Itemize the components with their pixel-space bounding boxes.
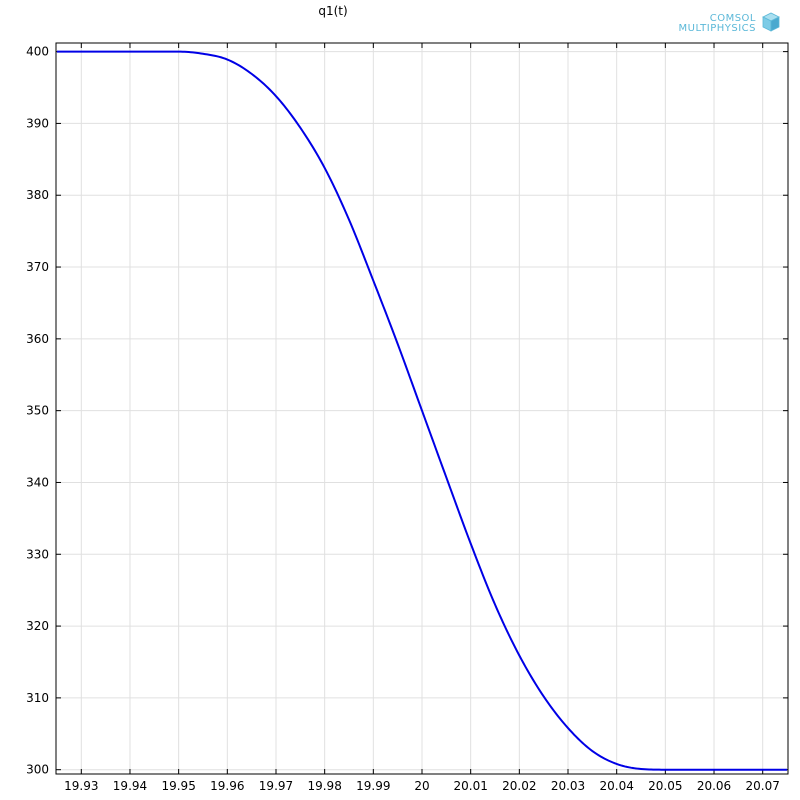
y-tick-label: 390 [26, 116, 49, 130]
y-tick-label: 400 [26, 45, 49, 59]
y-tick-label: 350 [26, 404, 49, 418]
x-tick-label: 20.03 [551, 779, 585, 793]
x-tick-label: 19.94 [113, 779, 147, 793]
y-tick-label: 310 [26, 691, 49, 705]
x-tick-label: 19.97 [259, 779, 293, 793]
x-tick-label: 20.01 [453, 779, 487, 793]
y-tick-label: 340 [26, 475, 49, 489]
logo-line2: MULTIPHYSICS [679, 23, 756, 34]
y-tick-label: 330 [26, 547, 49, 561]
comsol-logo: COMSOL MULTIPHYSICS [679, 12, 780, 34]
x-tick-label: 19.99 [356, 779, 390, 793]
logo-line1: COMSOL [710, 13, 756, 24]
ticks: 19.93 19.94 19.95 19.96 19.97 19.98 19.99 20 20.… [26, 43, 788, 793]
x-tick-label: 19.98 [307, 779, 341, 793]
chart-title: q1(t) [318, 4, 347, 18]
y-tick-label: 300 [26, 763, 49, 777]
x-tick-label: 19.96 [210, 779, 244, 793]
x-tick-label: 20.05 [648, 779, 682, 793]
y-tick-label: 370 [26, 260, 49, 274]
y-tick-label: 360 [26, 332, 49, 346]
x-tick-label: 19.95 [161, 779, 195, 793]
series-line [56, 50, 788, 771]
x-tick-label: 20.02 [502, 779, 536, 793]
y-tick-label: 320 [26, 619, 49, 633]
x-tick-label: 19.93 [64, 779, 98, 793]
x-tick-label: 20.04 [600, 779, 634, 793]
x-tick-label: 20 [414, 779, 429, 793]
series-layer [56, 50, 788, 771]
cube-icon [762, 12, 780, 32]
x-tick-label: 20.06 [697, 779, 731, 793]
x-tick-label: 20.07 [746, 779, 780, 793]
y-tick-label: 380 [26, 188, 49, 202]
